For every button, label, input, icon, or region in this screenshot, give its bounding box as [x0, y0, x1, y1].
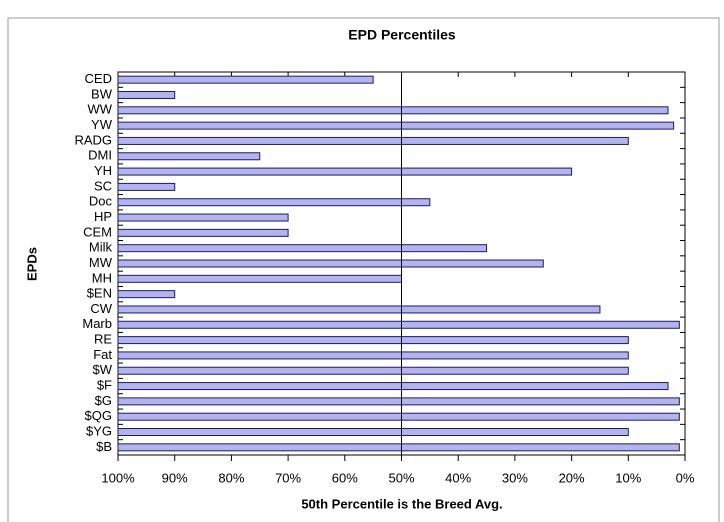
bar — [117, 167, 573, 176]
y-tick-label: Fat — [93, 347, 112, 362]
y-tick-label: MW — [89, 255, 113, 270]
y-tick-label: $EN — [87, 286, 112, 301]
bar — [117, 75, 374, 84]
y-tick-label: $QG — [85, 408, 112, 423]
x-tick-label: 80% — [218, 470, 244, 485]
y-tick-label: CED — [85, 71, 112, 86]
y-tick-label: Marb — [82, 316, 112, 331]
y-tick-label: CW — [90, 301, 112, 316]
y-tick-label: HP — [94, 209, 112, 224]
bar — [117, 274, 402, 283]
bar — [117, 366, 629, 375]
bar — [117, 198, 431, 207]
x-tick-label: 30% — [502, 470, 528, 485]
bar — [117, 90, 176, 99]
x-tick-label: 0% — [676, 470, 695, 485]
y-axis-label: EPDs — [24, 247, 39, 281]
bar — [117, 428, 629, 437]
bar — [117, 106, 669, 115]
bar — [117, 213, 289, 222]
bar — [117, 336, 629, 345]
y-tick-label: $YG — [86, 423, 112, 438]
bar — [117, 228, 289, 237]
x-tick-label: 100% — [101, 470, 135, 485]
x-axis-label: 50th Percentile is the Breed Avg. — [301, 496, 502, 511]
x-tick-label: 90% — [162, 470, 188, 485]
x-tick-label: 70% — [275, 470, 301, 485]
y-tick-label: Doc — [89, 194, 113, 209]
y-tick-label: $F — [97, 377, 112, 392]
y-tick-label: WW — [87, 102, 112, 117]
y-tick-label: YW — [91, 117, 113, 132]
bar — [117, 244, 488, 253]
bar — [117, 136, 629, 145]
bar — [117, 397, 680, 406]
x-tick-label: 40% — [445, 470, 471, 485]
x-tick-label: 50% — [388, 470, 414, 485]
bar — [117, 412, 680, 421]
y-tick-label: BW — [91, 86, 113, 101]
y-tick-label: $W — [93, 362, 113, 377]
bar — [117, 259, 544, 268]
bar — [117, 443, 680, 452]
y-tick-label: YH — [94, 163, 112, 178]
y-tick-label: $G — [95, 393, 112, 408]
y-tick-label: CEM — [83, 224, 112, 239]
chart-title: EPD Percentiles — [348, 27, 456, 43]
bar — [117, 290, 176, 299]
bar — [117, 382, 669, 391]
y-tick-label: Milk — [89, 240, 113, 255]
x-tick-label: 60% — [332, 470, 358, 485]
bar — [117, 351, 629, 360]
bar — [117, 121, 675, 130]
y-tick-label: SC — [94, 178, 112, 193]
y-tick-label: RADG — [74, 132, 112, 147]
x-tick-label: 20% — [559, 470, 585, 485]
y-tick-label: DMI — [88, 148, 112, 163]
y-tick-label: MH — [92, 270, 112, 285]
y-tick-label: RE — [94, 332, 112, 347]
bar — [117, 320, 680, 329]
bar — [117, 152, 261, 161]
x-tick-label: 10% — [615, 470, 641, 485]
bar — [117, 182, 176, 191]
y-tick-label: $B — [96, 439, 112, 454]
bar — [117, 305, 601, 314]
frame — [7, 17, 720, 522]
